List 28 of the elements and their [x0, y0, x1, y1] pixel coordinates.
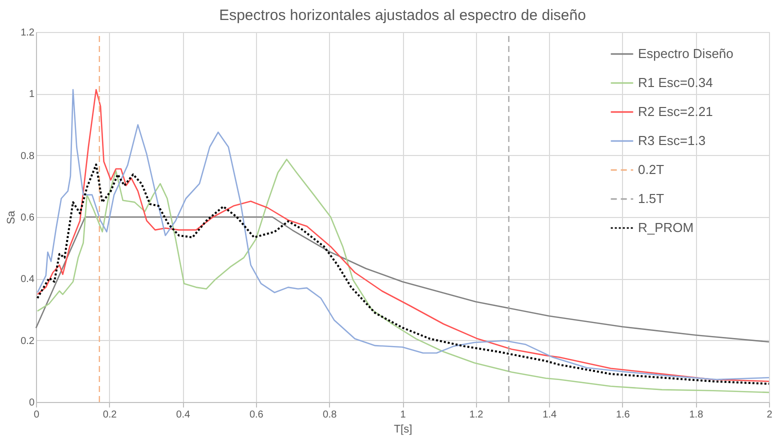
- y-tick-label: 0: [28, 398, 35, 408]
- x-tick-label: 0.2: [102, 410, 118, 420]
- x-tick-label: 0.4: [176, 410, 190, 420]
- x-tick-label: 1.4: [542, 410, 557, 420]
- legend-label: Espectro Diseño: [638, 46, 734, 61]
- y-tick-label: 0.2: [20, 336, 35, 347]
- y-axis-title: Sa: [6, 210, 18, 224]
- x-tick-label: 1.2: [469, 410, 484, 420]
- line-series: [35, 216, 770, 343]
- legend-label: R3 Esc=1.3: [638, 133, 706, 148]
- legend-label: R1 Esc=0.34: [638, 75, 713, 90]
- x-axis-title: T[s]: [394, 424, 412, 436]
- x-tick-label: 1.8: [689, 410, 704, 420]
- legend-label: 1.5T: [638, 191, 664, 206]
- chart-title: Espectros horizontales ajustados al espectro de diseño: [219, 7, 586, 24]
- x-tick-label: 2: [766, 410, 773, 420]
- legend-label: R_PROM: [638, 220, 694, 235]
- y-tick-label: 0.8: [20, 150, 35, 162]
- y-tick-label: 1.2: [20, 28, 35, 38]
- y-tick-label: 0.4: [20, 274, 35, 286]
- y-tick-label: 0.6: [20, 212, 35, 224]
- y-tick-label: 1: [28, 89, 35, 100]
- legend-label: R2 Esc=2.21: [638, 104, 713, 119]
- x-tick-label: 0.6: [249, 410, 264, 420]
- x-tick-label: 1.6: [616, 410, 630, 420]
- legend-label: 0.2T: [638, 162, 664, 177]
- x-tick-label: 1: [400, 410, 406, 420]
- x-tick-label: 0.8: [322, 410, 338, 420]
